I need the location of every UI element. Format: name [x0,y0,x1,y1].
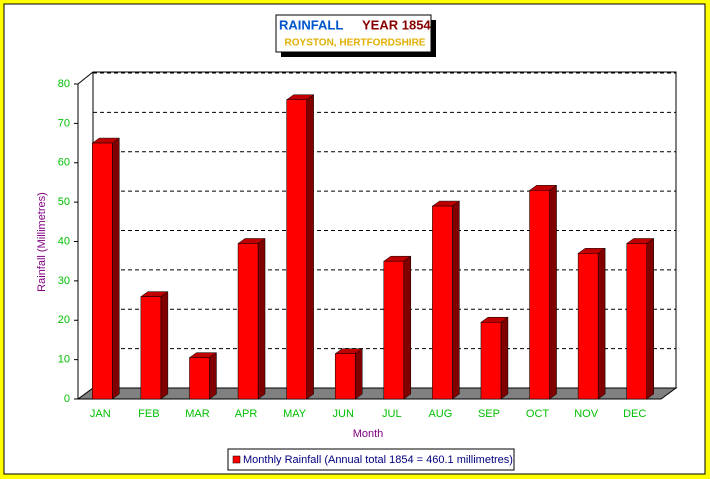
bar [529,190,550,400]
x-tick-label: MAY [283,408,307,420]
x-tick-label: AUG [428,408,452,420]
bar [92,142,113,400]
x-tick-label: DEC [623,408,646,420]
y-tick-label: 70 [58,117,70,129]
bar [140,296,162,400]
legend [227,448,515,471]
x-tick-label: SEP [478,408,500,420]
bar-side [112,137,120,400]
y-tick-label: 50 [58,196,70,208]
y-tick-label: 40 [58,235,70,247]
bar-side [306,94,314,400]
y-tick-label: 60 [58,157,70,169]
x-axis-title: Month [353,428,384,440]
bar [383,260,405,400]
x-tick-label: JUN [333,408,354,420]
y-tick-label: 20 [58,314,70,326]
y-axis-title: Rainfall (Millimetres) [36,192,48,292]
x-tick-label: APR [235,408,258,420]
plot [76,71,678,400]
bar-side [257,237,266,400]
bar [334,353,356,400]
x-tick-label: JUL [382,408,402,420]
bar-side [403,255,412,400]
chart-subtitle: ROYSTON, HERTFORDSHIRE [285,38,426,49]
chart-title: RAINFALL [279,17,343,32]
bar-side [209,352,217,400]
y-tick-label: 10 [58,354,70,366]
bar [480,321,502,400]
bar [189,357,210,400]
bar-side [549,184,557,400]
x-tick-label: MAR [185,408,210,420]
bar-side [160,291,169,400]
bar-side [500,316,509,400]
y-tick-label: 0 [64,393,70,405]
bar [626,243,647,400]
bar [577,253,599,400]
chart-title: YEAR 1854 [362,17,431,32]
title-box [275,14,432,53]
x-tick-label: JAN [90,408,111,420]
y-tick-label: 80 [58,78,70,90]
bar-side [452,200,460,400]
bar [286,99,307,400]
bar [432,205,453,400]
bar [237,243,259,400]
x-tick-label: FEB [138,408,159,420]
bar-side [597,247,606,400]
y-tick-label: 30 [58,275,70,287]
x-tick-label: OCT [526,408,550,420]
bar-side [354,348,363,400]
legend-label: Monthly Rainfall (Annual total 1854 = 46… [243,454,513,466]
bar-side [646,237,654,400]
x-tick-label: NOV [574,408,599,420]
legend-swatch [232,455,241,464]
